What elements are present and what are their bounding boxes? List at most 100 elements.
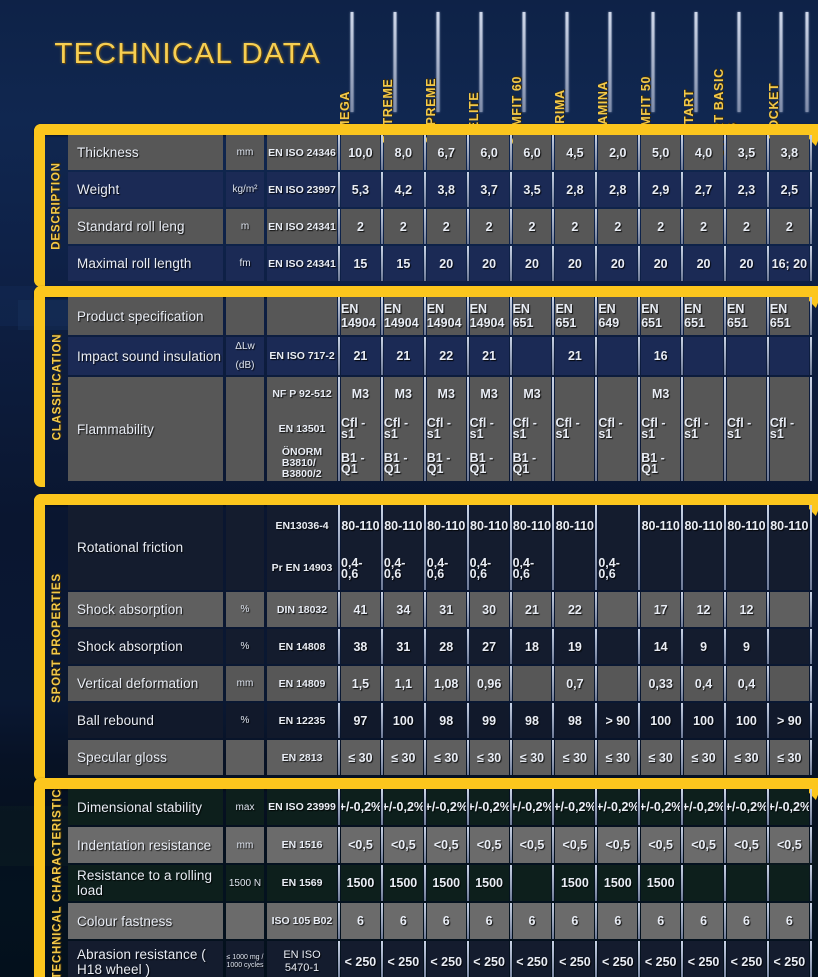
column-separator bbox=[723, 903, 727, 939]
column-divider-line bbox=[638, 903, 641, 939]
column-separator bbox=[637, 592, 641, 627]
column-divider-line bbox=[681, 629, 684, 664]
data-cell-line: 80-110 bbox=[427, 518, 466, 533]
data-cell-line bbox=[770, 446, 809, 481]
column-separator bbox=[723, 337, 727, 375]
data-cell: 100 bbox=[727, 703, 766, 738]
column-separator bbox=[509, 246, 513, 281]
data-cell: 22 bbox=[426, 337, 466, 375]
data-cell: 0,7 bbox=[555, 666, 595, 701]
column-separator bbox=[466, 666, 470, 701]
data-cell-line: 0,4-0,6 bbox=[512, 555, 535, 581]
column-separator bbox=[723, 592, 727, 627]
column-divider-line bbox=[638, 789, 641, 825]
data-cell bbox=[512, 337, 552, 375]
column-separator bbox=[380, 377, 384, 481]
column-separator bbox=[723, 505, 727, 590]
column-divider-line bbox=[338, 505, 340, 590]
column-divider-line bbox=[466, 377, 469, 481]
column-divider-line bbox=[809, 666, 812, 701]
column-divider-bar bbox=[479, 12, 483, 112]
column-separator bbox=[594, 337, 598, 375]
column-separator bbox=[551, 297, 555, 335]
column-separator bbox=[766, 377, 770, 481]
table-row: Standard roll leng m EN ISO 24341 2 2 2 2 2 2 2 2 2… bbox=[68, 209, 812, 244]
row-unit bbox=[226, 903, 264, 939]
column-separator bbox=[337, 172, 341, 207]
table-row: Indentation resistance mm EN 1516 <0,5 <0,5 <… bbox=[68, 827, 812, 863]
data-cell: +/-0,2% bbox=[512, 789, 552, 825]
column-divider-line bbox=[423, 903, 426, 939]
column-divider-line bbox=[681, 941, 684, 977]
bracket-top-bar bbox=[34, 124, 818, 135]
column-divider-line bbox=[509, 903, 512, 939]
data-cell: 100 bbox=[684, 703, 724, 738]
column-separator bbox=[337, 703, 341, 738]
column-divider-line bbox=[638, 865, 641, 901]
column-separator bbox=[466, 827, 470, 863]
row-unit-line: ΔLw bbox=[235, 341, 255, 352]
column-separator bbox=[423, 592, 427, 627]
data-cell: M3 Cfl - s1 B1 - Q1 bbox=[383, 377, 423, 481]
column-divider-line bbox=[595, 703, 598, 738]
data-cell: <0,5 bbox=[469, 827, 509, 863]
column-divider-line bbox=[509, 209, 512, 244]
column-separator bbox=[466, 592, 470, 627]
data-cell: 2 bbox=[555, 209, 595, 244]
row-standard: EN ISO 24341 bbox=[267, 246, 337, 281]
column-separator bbox=[680, 209, 684, 244]
data-cell: 15 bbox=[383, 246, 423, 281]
column-separator bbox=[766, 740, 770, 775]
column-separator bbox=[809, 209, 813, 244]
column-divider-line bbox=[809, 246, 812, 281]
data-cell: 18 bbox=[512, 629, 552, 664]
data-cell: 4,0 bbox=[684, 135, 724, 170]
data-cell: 98 bbox=[426, 703, 466, 738]
row-standard: EN 1516 bbox=[267, 827, 337, 863]
data-cell: 21 bbox=[383, 337, 423, 375]
data-cell-line: 80-110 bbox=[384, 518, 423, 533]
data-cell: 6 bbox=[641, 903, 681, 939]
column-divider-line bbox=[681, 505, 684, 590]
column-separator bbox=[766, 337, 770, 375]
column-separator bbox=[337, 337, 341, 375]
column-divider-line bbox=[466, 297, 469, 335]
bracket-top-bar bbox=[34, 778, 818, 789]
data-cell: 2 bbox=[426, 209, 466, 244]
data-cell: 19 bbox=[555, 629, 595, 664]
column-divider-line bbox=[809, 505, 812, 590]
data-cell-line bbox=[598, 505, 637, 548]
data-cell bbox=[769, 592, 809, 627]
row-unit: max bbox=[226, 789, 264, 825]
data-cell-line: 80-110 bbox=[684, 518, 723, 533]
data-cell: 20 bbox=[727, 246, 766, 281]
column-separator bbox=[637, 703, 641, 738]
data-cell: 20 bbox=[426, 246, 466, 281]
column-divider-line bbox=[380, 865, 383, 901]
data-cell-line bbox=[598, 377, 637, 412]
column-separator bbox=[423, 703, 427, 738]
column-header-gymfit-60: GYMFIT 60 bbox=[503, 12, 546, 146]
column-separator bbox=[509, 592, 513, 627]
column-divider-line bbox=[380, 903, 383, 939]
column-separator bbox=[766, 505, 770, 590]
data-cell: 100 bbox=[641, 703, 681, 738]
row-label: Shock absorption bbox=[68, 592, 223, 627]
column-divider-line bbox=[380, 377, 383, 481]
data-cell: 4,2 bbox=[383, 172, 423, 207]
data-cell-line: Cfl - s1 bbox=[512, 416, 537, 441]
data-cell-line: 0,4-0,6 bbox=[469, 555, 492, 581]
row-label: Impact sound insulation bbox=[68, 337, 223, 375]
row-standard: EN 2813 bbox=[267, 740, 337, 775]
column-divider-line bbox=[552, 297, 555, 335]
column-separator bbox=[766, 172, 770, 207]
column-separator bbox=[594, 865, 598, 901]
column-divider-line bbox=[552, 209, 555, 244]
column-separator bbox=[509, 941, 513, 977]
column-separator bbox=[380, 246, 384, 281]
data-cell: EN 14904 bbox=[426, 297, 466, 335]
column-separator bbox=[466, 789, 470, 825]
data-cell: 0,4-0,6 bbox=[598, 505, 638, 590]
data-cell: 20 bbox=[684, 246, 724, 281]
column-divider-line bbox=[509, 703, 512, 738]
